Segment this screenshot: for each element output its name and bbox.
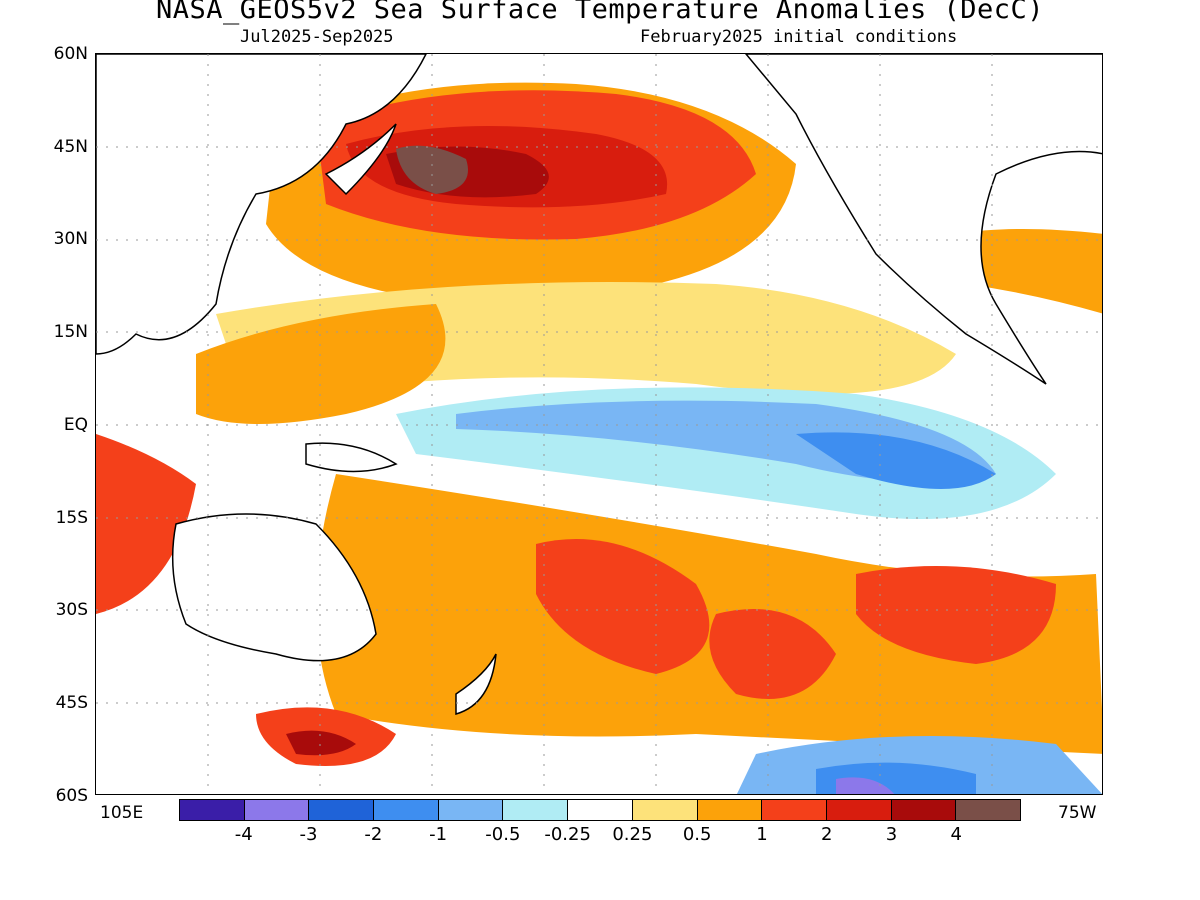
colorbar-tick-label: 3: [885, 824, 898, 845]
lat-label-45n: 45N: [53, 137, 88, 157]
forecast-period: Jul2025-Sep2025: [240, 27, 394, 47]
lat-label-30n: 30N: [53, 229, 88, 249]
colorbar-swatch: [568, 800, 633, 820]
west-pacific-warm-tongue: [196, 304, 446, 424]
east-pacific-cool-core: [796, 432, 996, 489]
map-title: NASA_GEOS5v2 Sea Surface Temperature Ano…: [155, 0, 1045, 25]
colorbar-tick-label: 1: [756, 824, 768, 845]
graticule: [96, 54, 1102, 794]
colorbar-tick-label: -0.5: [485, 824, 521, 845]
lat-label-45s: 45S: [55, 693, 88, 713]
anomaly-contours: [96, 54, 1102, 794]
lat-label-60n: 60N: [53, 44, 88, 64]
colorbar: [179, 799, 1021, 821]
colorbar-swatch: [956, 800, 1020, 820]
asia-coast: [96, 54, 427, 355]
colorbar-tick-label: 0.5: [682, 824, 712, 845]
north-america-coast: [745, 54, 1102, 385]
colorbar-tick-label: -0.25: [544, 824, 591, 845]
colorbar-tick-label: -4: [234, 824, 253, 845]
lon-label-75w: 75W: [1058, 803, 1097, 823]
colorbar-swatch: [180, 800, 245, 820]
colorbar-swatch: [438, 800, 504, 820]
colorbar-tick-label: 2: [820, 824, 833, 845]
colorbar-tick-label: -1: [429, 824, 448, 845]
lat-label-60s: 60S: [55, 786, 88, 806]
colorbar-swatch: [309, 800, 375, 820]
lat-label-30s: 30S: [55, 600, 88, 620]
lat-label-eq: EQ: [63, 415, 88, 435]
south-pacific-hot-patches: [536, 539, 710, 674]
colorbar-swatch: [891, 800, 957, 820]
colorbar-tick-label: -3: [299, 824, 318, 845]
new-zealand: [455, 653, 497, 715]
australia: [171, 513, 377, 662]
gulf-of-mexico-warm: [956, 229, 1102, 314]
colorbar-swatch: [762, 800, 827, 820]
colorbar-swatch: [632, 800, 698, 820]
lat-label-15s: 15S: [55, 508, 88, 528]
south-pacific-hot-patches-2: [709, 609, 836, 699]
lat-label-15n: 15N: [53, 322, 88, 342]
colorbar-swatch: [697, 800, 763, 820]
colorbar-tick-label: 4: [950, 824, 962, 845]
east-south-pacific-warm: [856, 566, 1056, 664]
north-pacific-max-anomaly: [396, 145, 468, 194]
colorbar-swatch: [503, 800, 569, 820]
south-indian-warm: [96, 434, 196, 614]
map-svg: [96, 54, 1102, 794]
lon-label-105e: 105E: [100, 803, 144, 823]
land-masses: [96, 54, 1102, 715]
japan: [324, 123, 397, 196]
tasman-strong-patch: [286, 730, 356, 756]
colorbar-tick-label: 0.25: [612, 824, 653, 845]
initial-conditions: February2025 initial conditions: [640, 27, 958, 47]
new-guinea: [305, 442, 398, 473]
sst-anomaly-map: [95, 53, 1103, 795]
colorbar-swatch: [244, 800, 310, 820]
colorbar-swatch: [826, 800, 892, 820]
colorbar-tick-label: -2: [364, 824, 383, 845]
colorbar-swatch: [374, 800, 439, 820]
south-pacific-warm-field: [316, 474, 1102, 754]
southern-ocean-coldest: [836, 777, 895, 794]
